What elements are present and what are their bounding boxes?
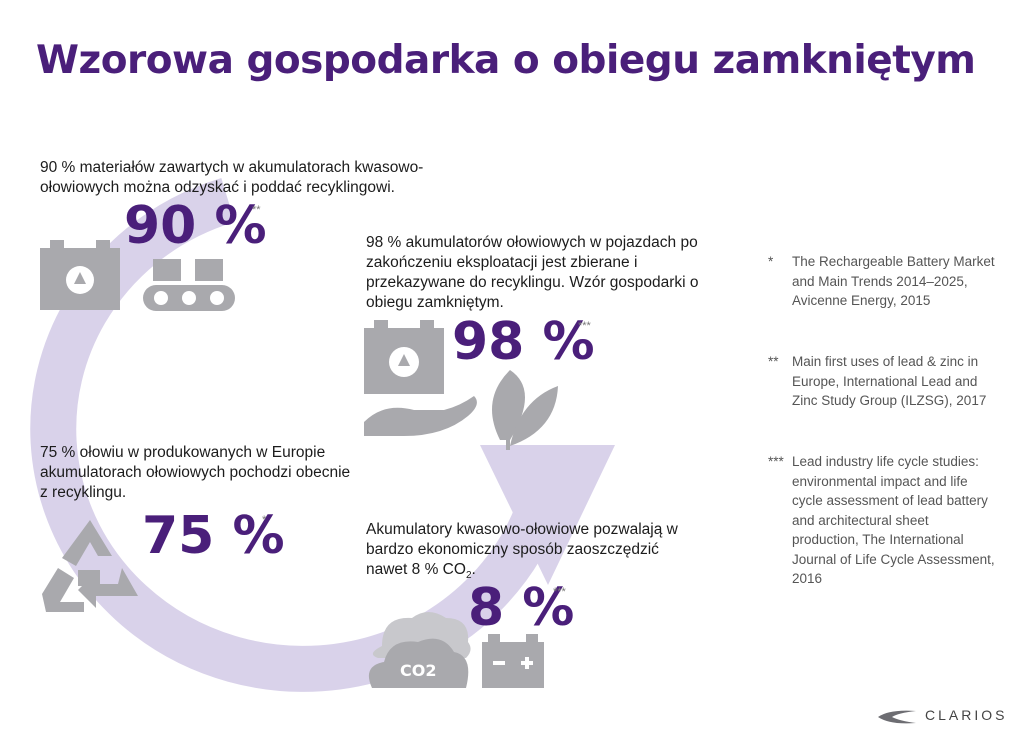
clarios-logo-icon xyxy=(878,710,916,724)
footnote-2-text: Main first uses of lead & zinc in Europe… xyxy=(792,354,987,408)
stat-90-text: 90 % materiałów zawartych w akumulatorac… xyxy=(40,159,424,196)
stat-75-text: 75 % ołowiu w produkowanych w Europie ak… xyxy=(40,444,351,501)
footnote-3-text: Lead industry life cycle studies: enviro… xyxy=(792,454,995,586)
battery-icon xyxy=(482,634,544,688)
stat-98-note: *** xyxy=(578,320,591,332)
recycle-battery-icon xyxy=(40,240,120,310)
footnote-3-mark: *** xyxy=(768,454,784,469)
stat-8-text-end: . xyxy=(471,561,476,578)
stat-8-note: *** xyxy=(553,586,566,598)
footnote-1: * The Rechargeable Battery Market and Ma… xyxy=(768,252,998,311)
footnote-2-mark: ** xyxy=(768,354,779,369)
battery-recycle-icon xyxy=(364,320,444,394)
stat-98-text: 98 % akumulatorów ołowiowych w pojazdach… xyxy=(366,234,699,311)
stat-90-note: ** xyxy=(252,204,261,216)
stat-8-text-main: Akumulatory kwasowo-ołowiowe pozwalają w… xyxy=(366,521,678,578)
co2-cloud-icon: CO2 xyxy=(368,612,471,688)
leaf-icon xyxy=(492,370,558,450)
footnote-1-mark: * xyxy=(768,254,774,269)
footnote-2: ** Main first uses of lead & zinc in Eur… xyxy=(768,352,998,411)
stat-90-value: 90 % xyxy=(124,196,267,256)
co2-cloud-label: CO2 xyxy=(400,661,436,680)
footnote-3: *** Lead industry life cycle studies: en… xyxy=(768,452,998,589)
recycle-arrows-icon xyxy=(42,520,138,612)
stat-75-value: 75 % xyxy=(142,506,285,566)
page-title: Wzorowa gospodarka o obiegu zamkniętym xyxy=(36,38,976,83)
stat-75-note: * xyxy=(262,514,267,526)
stat-8-text: Akumulatory kwasowo-ołowiowe pozwalają w… xyxy=(366,520,696,586)
hand-icon xyxy=(364,396,477,436)
stat-8-text-sub: 2 xyxy=(465,570,472,582)
conveyor-batteries-icon xyxy=(143,259,235,311)
clarios-brand: CLARIOS xyxy=(925,707,1008,723)
stat-98-value: 98 % xyxy=(452,312,595,372)
footnote-1-text: The Rechargeable Battery Market and Main… xyxy=(792,254,995,308)
stat-8-value: 8 % xyxy=(468,578,575,638)
